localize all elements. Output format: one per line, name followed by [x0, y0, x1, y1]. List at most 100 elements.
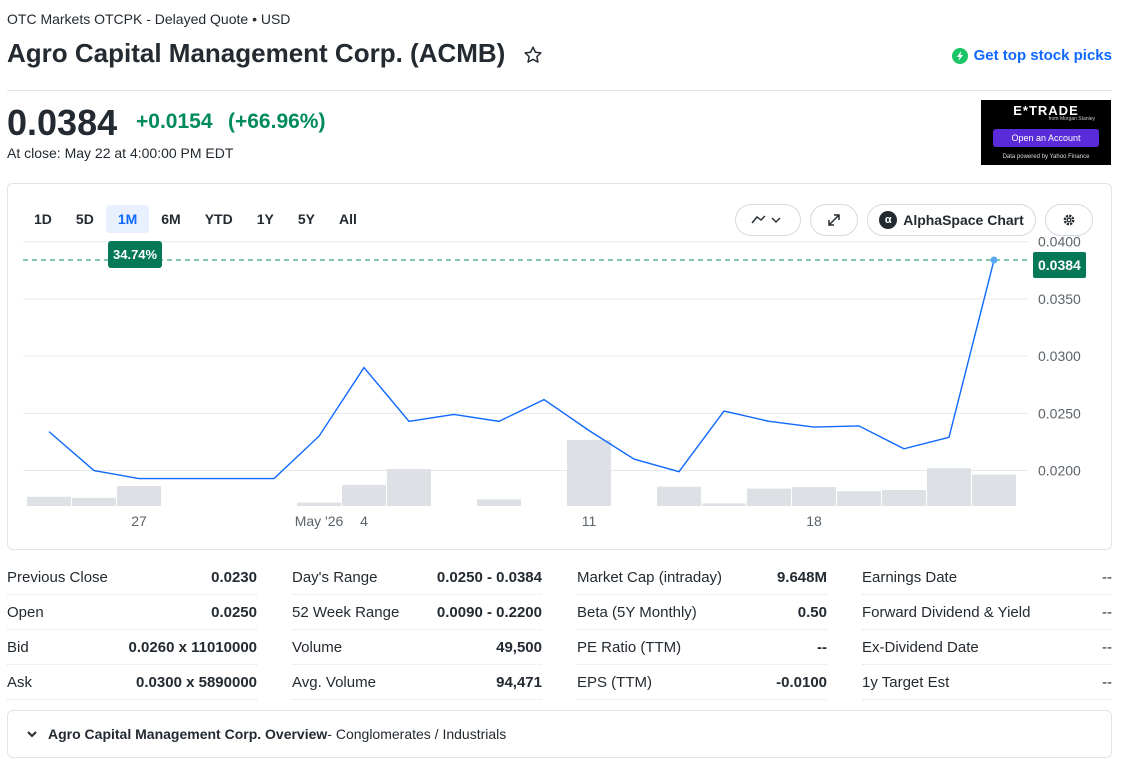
stat-open: Open 0.0250: [7, 595, 257, 630]
alphaspace-chart-button[interactable]: α AlphaSpace Chart: [867, 204, 1036, 236]
stat-value: --: [1102, 603, 1112, 621]
x-tick-label: 18: [806, 513, 822, 529]
watchlist-star-icon[interactable]: [522, 44, 544, 66]
stat-market-cap: Market Cap (intraday) 9.648M: [577, 560, 827, 595]
top-stock-picks-label: Get top stock picks: [973, 47, 1112, 64]
stat-label: Ex-Dividend Date: [862, 638, 979, 656]
stat-beta: Beta (5Y Monthly) 0.50: [577, 595, 827, 630]
stat-ex-dividend-date: Ex-Dividend Date --: [862, 630, 1112, 665]
stat-label: Volume: [292, 638, 343, 656]
chart-panel: [7, 183, 1112, 550]
range-selector: 1D 5D 1M 6M YTD 1Y 5Y All: [22, 205, 369, 233]
range-ytd[interactable]: YTD: [204, 211, 233, 227]
stat-previous-close: Previous Close 0.0230: [7, 560, 257, 595]
y-tick-label: 0.0400: [1038, 236, 1081, 250]
etrade-logo: E*TRADE: [1013, 103, 1079, 118]
stat-bid: Bid 0.0260 x 11010000: [7, 630, 257, 665]
close-time: At close: May 22 at 4:00:00 PM EDT: [7, 145, 234, 161]
stat-value: 0.0300 x 5890000: [136, 673, 257, 691]
stats-column-2: Day's Range 0.0250 - 0.0384 52 Week Range…: [292, 560, 542, 700]
stat-label: EPS (TTM): [577, 673, 652, 691]
expand-icon: [828, 214, 840, 226]
stat-label: Earnings Date: [862, 568, 958, 586]
volume-bar: [117, 485, 161, 506]
stat-ask: Ask 0.0300 x 5890000: [7, 665, 257, 700]
stat-value: -0.0100: [776, 673, 827, 691]
page-title: Agro Capital Management Corp. (ACMB): [7, 38, 506, 68]
stat-value: 0.50: [797, 603, 827, 621]
stat-days-range: Day's Range 0.0250 - 0.0384: [292, 560, 542, 595]
alphaspace-label: AlphaSpace Chart: [903, 212, 1024, 228]
stat-volume: Volume 49,500: [292, 630, 542, 665]
last-point: [990, 256, 998, 264]
stat-value: --: [817, 638, 827, 656]
x-tick-label: 27: [131, 513, 147, 529]
etrade-ad[interactable]: E*TRADE from Morgan Stanley Open an Acco…: [981, 100, 1111, 165]
stat-eps: EPS (TTM) -0.0100: [577, 665, 827, 700]
last-price: 0.0384: [7, 102, 118, 143]
volume-bar: [792, 487, 836, 506]
range-6m[interactable]: 6M: [161, 211, 181, 227]
stat-label: Avg. Volume: [292, 673, 376, 691]
stat-label: Beta (5Y Monthly): [577, 603, 697, 621]
exchange-info: OTC Markets OTCPK - Delayed Quote • USD: [7, 11, 291, 27]
company-overview-toggle[interactable]: Agro Capital Management Corp. Overview -…: [7, 710, 1112, 758]
stats-column-1: Previous Close 0.0230 Open 0.0250 Bid 0.026…: [7, 560, 257, 700]
range-all[interactable]: All: [338, 211, 357, 227]
stat-avg-volume: Avg. Volume 94,471: [292, 665, 542, 700]
chart-settings-button[interactable]: [1045, 204, 1093, 236]
stat-value: 0.0090 - 0.2200: [436, 603, 542, 621]
volume-bar: [387, 468, 431, 506]
range-5d[interactable]: 5D: [75, 211, 94, 227]
alpha-icon: α: [879, 211, 898, 229]
volume-bar: [27, 496, 71, 506]
chevron-down-icon: [26, 728, 38, 740]
price-change-percent: (+66.96%): [228, 110, 326, 133]
stat-value: --: [1102, 568, 1112, 586]
stat-label: PE Ratio (TTM): [577, 638, 682, 656]
volume-bar: [297, 502, 341, 506]
stat-label: Ask: [7, 673, 33, 691]
stat-label: Market Cap (intraday): [577, 568, 723, 586]
expand-chart-button[interactable]: [810, 204, 858, 236]
last-price-badge: 0.0384: [1033, 252, 1086, 278]
stats-column-3: Market Cap (intraday) 9.648M Beta (5Y Mon…: [577, 560, 827, 700]
stat-label: 1y Target Est: [862, 673, 950, 691]
chart-type-dropdown[interactable]: [735, 204, 801, 236]
stat-value: 94,471: [496, 673, 542, 691]
price-change: +0.0154: [136, 110, 213, 133]
range-percent-badge: 34.74%: [108, 241, 163, 268]
overview-title: Agro Capital Management Corp. Overview: [48, 726, 328, 742]
volume-bar: [567, 440, 611, 506]
price-line: [48, 259, 995, 480]
volume-bar: [882, 490, 926, 506]
volume-bar: [837, 491, 881, 506]
price-chart[interactable]: 0.0400 0.0350 0.0300 0.0250 0.0200 27 May '26 4…: [8, 236, 1103, 536]
stat-52-week-range: 52 Week Range 0.0090 - 0.2200: [292, 595, 542, 630]
stat-label: Open: [7, 603, 44, 621]
quote-stats: Previous Close 0.0230 Open 0.0250 Bid 0.026…: [7, 560, 1112, 700]
y-tick-label: 0.0250: [1038, 405, 1081, 421]
header-divider: [7, 90, 1112, 91]
stat-pe-ratio: PE Ratio (TTM) --: [577, 630, 827, 665]
gear-icon: [1063, 214, 1075, 226]
range-5y[interactable]: 5Y: [297, 211, 315, 227]
overview-sector: - Conglomerates / Industrials: [327, 726, 507, 742]
y-tick-label: 0.0200: [1038, 463, 1081, 479]
stat-value: --: [1102, 638, 1112, 656]
stat-label: Previous Close: [7, 568, 108, 586]
range-1d[interactable]: 1D: [34, 211, 52, 227]
y-tick-label: 0.0300: [1038, 348, 1081, 364]
volume-bar: [702, 503, 746, 506]
x-tick-label: 11: [582, 513, 597, 529]
top-stock-picks-link[interactable]: Get top stock picks: [951, 47, 1112, 64]
volume-bar: [747, 488, 791, 506]
ad-powered-by: Data powered by Yahoo Finance: [1002, 154, 1090, 160]
range-1y[interactable]: 1Y: [256, 211, 274, 227]
stats-column-4: Earnings Date -- Forward Dividend & Yield…: [862, 560, 1112, 700]
lightning-icon: [951, 47, 968, 64]
x-tick-label: May '26: [295, 513, 344, 529]
open-account-button[interactable]: Open an Account: [993, 129, 1099, 147]
stat-value: 0.0230: [211, 568, 257, 586]
range-1m[interactable]: 1M: [105, 205, 150, 233]
